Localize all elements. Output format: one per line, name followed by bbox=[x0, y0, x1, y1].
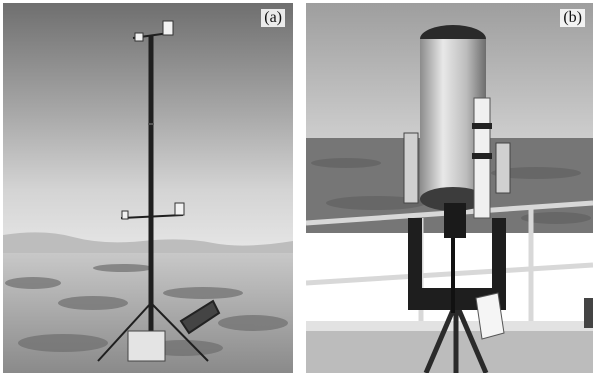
telescope-photo bbox=[306, 3, 593, 373]
eyepiece bbox=[444, 203, 466, 238]
solar-panel bbox=[179, 299, 221, 335]
weather-station-photo bbox=[3, 3, 293, 373]
panel-a-label: (a) bbox=[261, 9, 285, 27]
plain-texture bbox=[311, 158, 591, 224]
walkway bbox=[306, 328, 593, 373]
paper-note bbox=[475, 292, 505, 340]
right-edge-box bbox=[584, 298, 593, 328]
tripod bbox=[423, 302, 489, 373]
cable bbox=[451, 238, 455, 313]
panel-b-label: (b) bbox=[560, 9, 585, 27]
logger-box bbox=[127, 330, 166, 362]
side-clamps bbox=[403, 132, 511, 204]
panel-a-weather-station: (a) bbox=[3, 3, 293, 373]
sky bbox=[3, 3, 293, 253]
panel-b-telescope: (b) bbox=[306, 3, 593, 373]
distant-hills bbox=[3, 232, 293, 255]
finder-scope bbox=[472, 97, 492, 219]
sensors bbox=[121, 20, 185, 220]
ledge bbox=[306, 321, 593, 331]
